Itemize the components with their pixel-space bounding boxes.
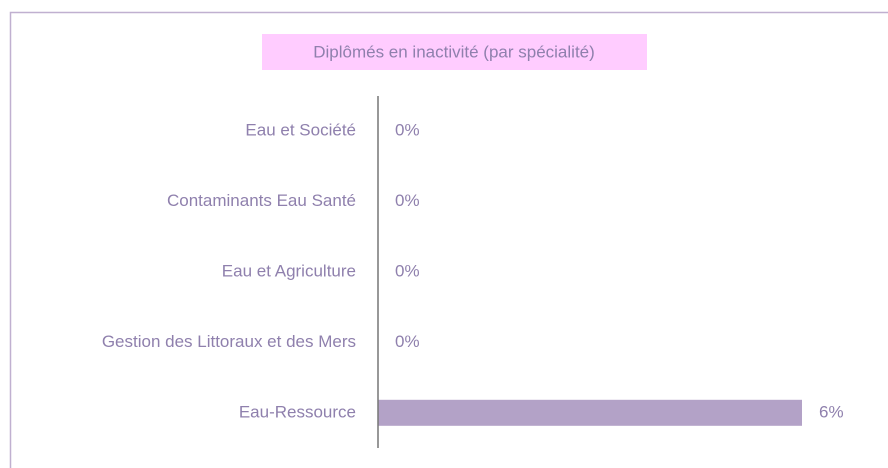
value-label: 0% <box>395 121 420 140</box>
value-label: 0% <box>395 261 420 280</box>
value-label: 6% <box>819 402 844 421</box>
category-label: Gestion des Littoraux et des Mers <box>102 332 356 351</box>
chart-frame <box>9 11 888 468</box>
category-label: Contaminants Eau Santé <box>167 191 356 210</box>
value-label: 0% <box>395 332 420 351</box>
bar <box>378 399 802 426</box>
chart-title: Diplômés en inactivité (par spécialité) <box>313 42 595 61</box>
category-label: Eau-Ressource <box>239 402 356 421</box>
category-label: Eau et Agriculture <box>222 261 356 280</box>
value-label: 0% <box>395 191 420 210</box>
title-box <box>262 34 647 70</box>
category-label: Eau et Société <box>245 121 356 140</box>
